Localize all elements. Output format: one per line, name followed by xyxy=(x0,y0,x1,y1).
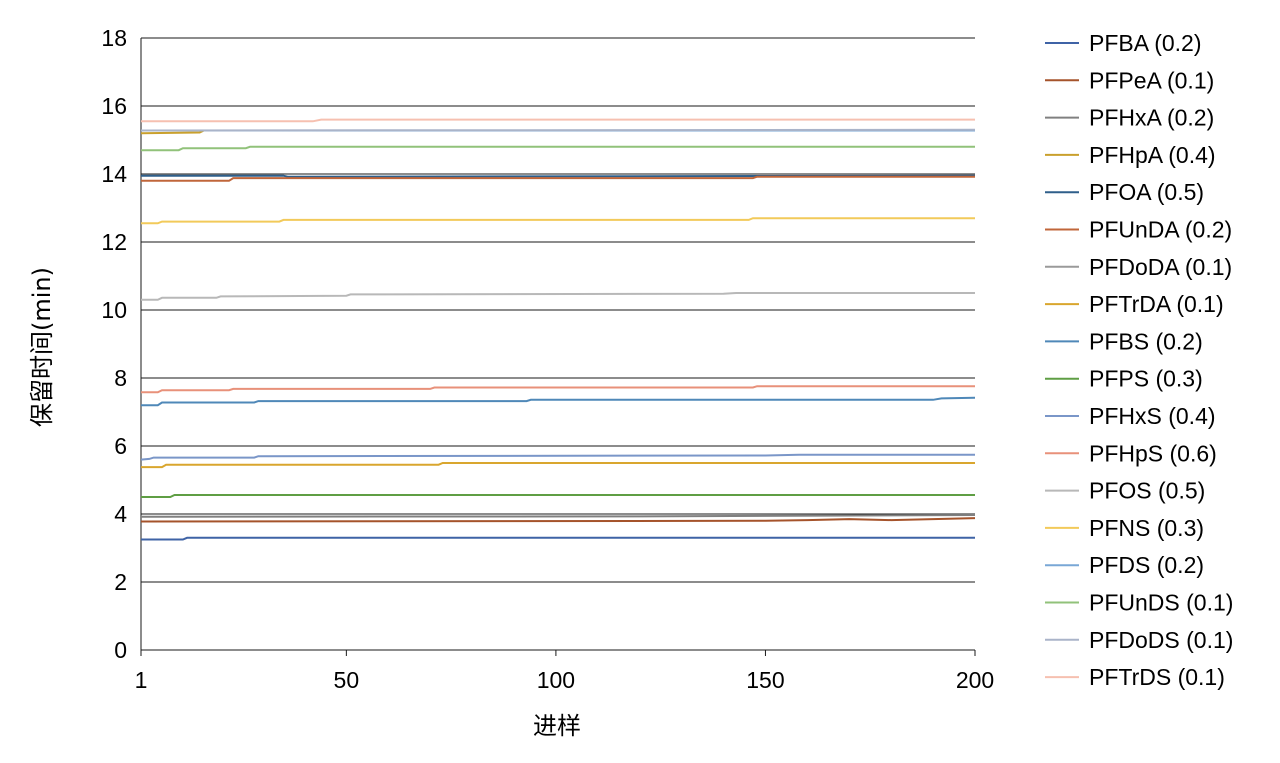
legend-label: PFDoDS (0.1) xyxy=(1089,627,1233,653)
legend-item: PFBS (0.2) xyxy=(1045,328,1203,354)
series-line-8 xyxy=(141,396,976,407)
legend-item: PFUnDA (0.2) xyxy=(1045,217,1232,243)
legend-label: PFBA (0.2) xyxy=(1089,30,1201,56)
y-tick-label: 0 xyxy=(114,637,127,663)
legend-label: PFOA (0.5) xyxy=(1089,179,1204,205)
x-tick-label: 150 xyxy=(746,667,784,693)
series-line-16 xyxy=(140,128,976,132)
legend-item: PFOA (0.5) xyxy=(1045,179,1204,205)
gridlines xyxy=(141,37,975,583)
legend-item: PFOS (0.5) xyxy=(1045,478,1205,504)
y-tick-label: 8 xyxy=(114,365,127,391)
y-tick-label: 6 xyxy=(114,433,127,459)
legend-label: PFUnDS (0.1) xyxy=(1089,590,1233,616)
series-line-5 xyxy=(141,175,975,182)
legend: PFBA (0.2) PFPeA (0.1) PFHxA (0.2) PFHpA (0… xyxy=(1045,30,1233,690)
y-axis-title: 保留时间(min) xyxy=(28,267,56,427)
legend-label: PFOS (0.5) xyxy=(1089,478,1205,504)
series-line-12 xyxy=(141,292,975,301)
legend-item: PFUnDS (0.1) xyxy=(1045,590,1233,616)
series-line-17 xyxy=(141,118,975,123)
legend-label: PFHxS (0.4) xyxy=(1089,403,1216,429)
y-tick-label: 10 xyxy=(101,297,127,323)
y-tick-label: 18 xyxy=(101,25,127,51)
y-tick-label: 2 xyxy=(114,569,127,595)
x-tick-label: 50 xyxy=(334,667,360,693)
y-tick-label: 14 xyxy=(101,161,127,187)
series-line-4 xyxy=(141,174,976,178)
series-line-10 xyxy=(140,453,975,461)
legend-item: PFDoDA (0.1) xyxy=(1045,254,1232,280)
axes xyxy=(140,38,976,656)
legend-label: PFHpA (0.4) xyxy=(1089,142,1216,168)
legend-item: PFTrDS (0.1) xyxy=(1045,664,1225,690)
legend-label: PFDoDA (0.1) xyxy=(1089,254,1232,280)
series-line-0 xyxy=(141,536,975,541)
series-line-7 xyxy=(141,462,975,469)
series-line-15 xyxy=(141,145,975,152)
legend-item: PFHpA (0.4) xyxy=(1045,142,1216,168)
legend-label: PFPS (0.3) xyxy=(1089,366,1203,392)
x-tick-label: 1 xyxy=(135,667,148,693)
legend-item: PFTrDA (0.1) xyxy=(1045,291,1224,317)
y-tick-label: 4 xyxy=(114,501,127,527)
legend-label: PFHxA (0.2) xyxy=(1089,105,1214,131)
series-line-13 xyxy=(141,217,975,225)
legend-label: PFUnDA (0.2) xyxy=(1089,217,1232,243)
legend-label: PFTrDS (0.1) xyxy=(1089,664,1225,690)
legend-label: PFDS (0.2) xyxy=(1089,552,1204,578)
legend-item: PFBA (0.2) xyxy=(1045,30,1201,56)
y-tick-label: 12 xyxy=(101,229,127,255)
legend-item: PFHpS (0.6) xyxy=(1045,440,1217,466)
series-line-2 xyxy=(140,514,976,518)
y-tick-label: 16 xyxy=(101,93,127,119)
legend-item: PFDS (0.2) xyxy=(1045,552,1204,578)
legend-item: PFDoDS (0.1) xyxy=(1045,627,1233,653)
legend-item: PFHxS (0.4) xyxy=(1045,403,1216,429)
legend-item: PFNS (0.3) xyxy=(1045,515,1204,541)
legend-item: PFHxA (0.2) xyxy=(1045,105,1214,131)
legend-label: PFPeA (0.1) xyxy=(1089,67,1214,93)
x-tick-label: 200 xyxy=(956,667,994,693)
legend-item: PFPeA (0.1) xyxy=(1045,67,1214,93)
legend-label: PFTrDA (0.1) xyxy=(1089,291,1224,317)
legend-label: PFNS (0.3) xyxy=(1089,515,1204,541)
x-tick-label: 100 xyxy=(537,667,575,693)
legend-label: PFHpS (0.6) xyxy=(1089,440,1217,466)
series-line-1 xyxy=(140,517,976,523)
series-lines xyxy=(140,118,976,541)
legend-label: PFBS (0.2) xyxy=(1089,328,1203,354)
legend-item: PFPS (0.3) xyxy=(1045,366,1203,392)
series-line-9 xyxy=(141,494,975,498)
series-line-11 xyxy=(141,385,975,394)
x-axis-title: 进样 xyxy=(533,712,581,740)
